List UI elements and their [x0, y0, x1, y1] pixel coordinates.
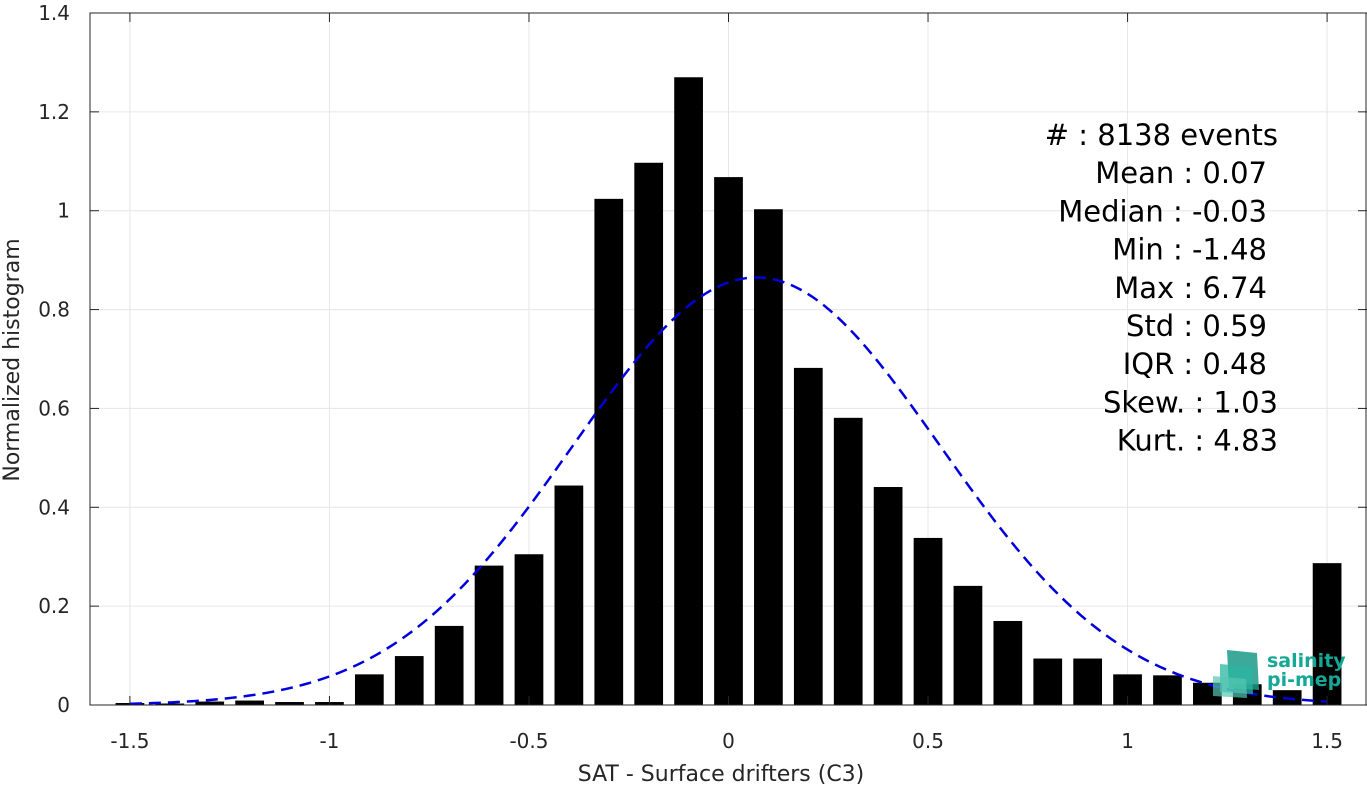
x-tick-label: 1.5 — [1311, 729, 1343, 753]
histogram-bar — [554, 485, 584, 705]
histogram-bar — [474, 565, 504, 705]
x-tick-label: -0.5 — [509, 729, 548, 753]
y-tick-label: 1.2 — [38, 100, 70, 124]
y-axis-ticks: 0 0.2 0.4 0.6 0.8 1 1.2 1.4 — [38, 1, 1367, 717]
stats-line: Max : 6.74 — [1114, 271, 1267, 305]
histogram-bars — [115, 77, 1342, 706]
histogram-bar — [873, 487, 903, 705]
x-tick-label: 1 — [1121, 729, 1134, 753]
histogram-bar — [1312, 563, 1342, 705]
histogram-bar — [793, 367, 823, 705]
y-tick-label: 0.2 — [38, 594, 70, 618]
y-axis-title: Normalized histogram — [0, 238, 25, 481]
statistics-annotation: # : 8138 events Mean : 0.07 Median : -0.03… — [1045, 118, 1278, 458]
x-tick-label: -1 — [319, 729, 339, 753]
stats-line: Skew. : 1.03 — [1103, 385, 1278, 419]
histogram-bar — [594, 198, 624, 705]
stats-line: Median : -0.03 — [1058, 194, 1267, 228]
histogram-bar — [195, 701, 225, 705]
histogram-bar — [354, 674, 384, 705]
stats-line: IQR : 0.48 — [1123, 347, 1267, 381]
histogram-bar — [913, 537, 943, 705]
histogram-bar — [634, 162, 664, 706]
histogram-bar — [1153, 675, 1182, 705]
histogram-bar — [275, 702, 304, 705]
histogram-bar — [993, 620, 1023, 705]
logo-line2: pi-mep — [1267, 669, 1341, 691]
stats-line: Std : 0.59 — [1126, 309, 1267, 343]
salinity-pi-mep-logo: salinity pi-mep — [1213, 650, 1346, 698]
gaussian-fit-curve — [129, 276, 1328, 705]
logo-emblem-icon — [1213, 650, 1259, 698]
stats-line: Mean : 0.07 — [1095, 156, 1267, 190]
y-tick-label: 1.4 — [38, 1, 70, 25]
stats-line: Kurt. : 4.83 — [1117, 424, 1278, 458]
histogram-bar — [514, 554, 544, 705]
x-tick-label: 0.5 — [912, 729, 944, 753]
histogram-bar — [235, 700, 264, 705]
x-axis-title: SAT - Surface drifters (C3) — [578, 762, 865, 785]
y-tick-label: 0 — [57, 693, 70, 717]
x-tick-label: 0 — [722, 729, 735, 753]
y-tick-label: 0.8 — [38, 298, 70, 322]
histogram-bar — [434, 625, 464, 705]
stats-line: # : 8138 events — [1045, 118, 1278, 152]
histogram-bar — [1033, 658, 1063, 705]
histogram-bar — [1073, 658, 1103, 705]
histogram-bar — [953, 585, 983, 705]
histogram-bar — [674, 77, 703, 705]
stats-line: Min : -1.48 — [1112, 233, 1267, 267]
histogram-bar — [754, 209, 783, 705]
logo-line1: salinity — [1267, 650, 1346, 672]
y-tick-label: 0.4 — [38, 495, 70, 519]
y-tick-label: 0.6 — [38, 396, 70, 420]
histogram-bar — [714, 177, 743, 706]
histogram-bar — [833, 417, 863, 705]
fit-curve-path — [129, 276, 1328, 705]
x-axis-ticks: -1.5 -1 -0.5 0 0.5 1 1.5 — [110, 13, 1343, 753]
histogram-bar — [155, 703, 185, 705]
y-tick-label: 1 — [57, 199, 70, 223]
x-tick-label: -1.5 — [110, 729, 149, 753]
histogram-bar — [394, 656, 424, 705]
